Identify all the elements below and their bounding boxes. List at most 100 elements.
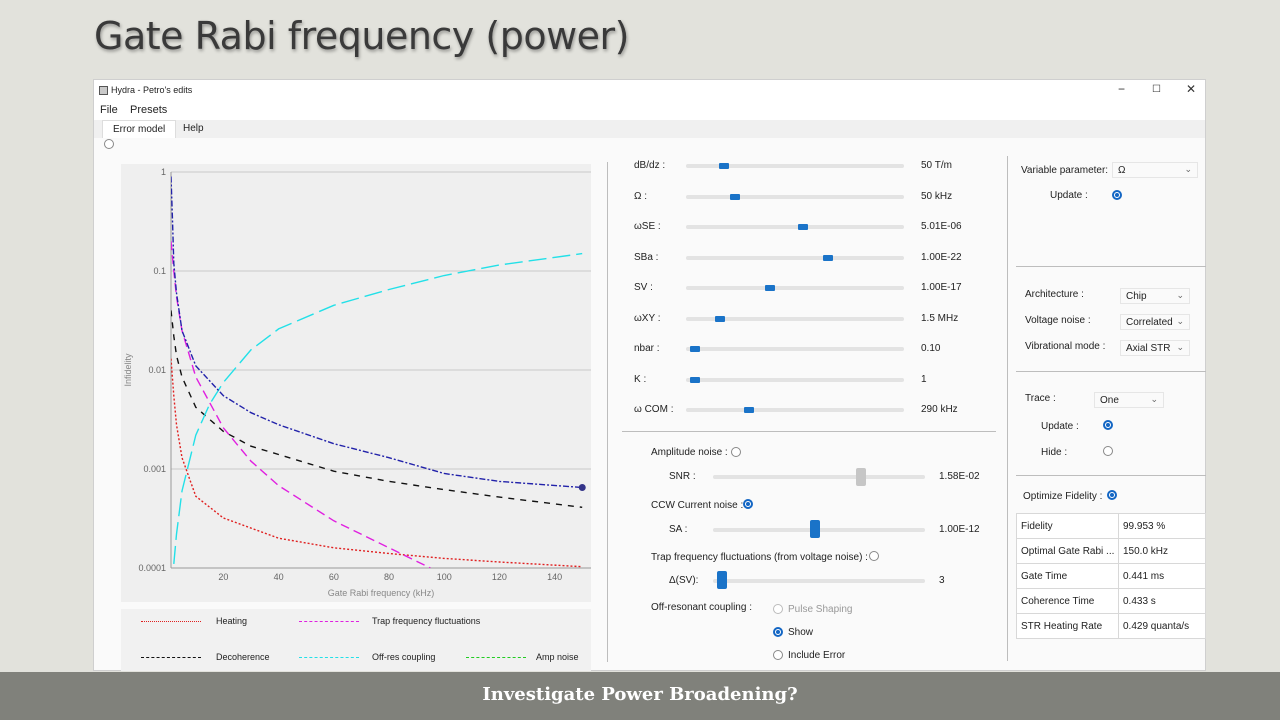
slider-track[interactable] <box>686 408 904 412</box>
legend-amp: Amp noise <box>536 652 579 662</box>
slider-label: dB/dz : <box>634 160 666 171</box>
slider-value: 5.01E-06 <box>921 221 962 232</box>
menu-presets[interactable]: Presets <box>130 104 168 116</box>
include-error-radio[interactable] <box>773 650 783 660</box>
slider-track[interactable] <box>686 316 904 321</box>
table-row: Fidelity 99.953 % <box>1016 513 1206 539</box>
sa-label: SA : <box>669 524 688 535</box>
x-axis-label: Gate Rabi frequency (kHz) <box>328 588 435 598</box>
right-separator-1 <box>1016 266 1206 267</box>
window-title: Hydra - Petro's edits <box>111 85 193 95</box>
x-tick-label: 140 <box>547 572 562 582</box>
chevron-down-icon: ⌄ <box>1176 290 1184 300</box>
dsv-slider-handle[interactable] <box>717 571 728 589</box>
voltage-noise-select[interactable]: Correlated ⌄ <box>1120 314 1190 330</box>
slider-label: SBa : <box>634 251 659 263</box>
slider-label: K : <box>634 373 647 385</box>
result-value: 0.441 ms <box>1118 563 1206 589</box>
snr-slider-track[interactable] <box>713 475 925 479</box>
slider-track[interactable] <box>686 164 904 168</box>
sa-slider-handle[interactable] <box>809 520 820 538</box>
snr-slider-handle[interactable] <box>856 468 867 486</box>
slider-track[interactable] <box>686 377 904 382</box>
slider-handle[interactable] <box>798 224 809 230</box>
slider-track[interactable] <box>686 347 904 351</box>
offres-label: Off-resonant coupling : <box>651 602 752 613</box>
minimize-icon[interactable]: − <box>1118 82 1126 96</box>
slider-handle[interactable] <box>690 346 701 352</box>
app-window: Hydra - Petro's edits − ☐ ✕ File Presets… <box>93 79 1206 671</box>
y-axis-label: Infidelity <box>123 353 133 387</box>
y-tick-label: 1 <box>161 167 166 177</box>
y-tick-label: 0.01 <box>148 365 166 375</box>
trace-label: Trace : <box>1025 393 1056 404</box>
ccw-noise-label: CCW Current noise : <box>651 500 744 511</box>
dsv-slider-track[interactable] <box>713 579 925 583</box>
close-icon[interactable]: ✕ <box>1186 82 1197 96</box>
legend-amp-line <box>466 657 526 658</box>
sa-value: 1.00E-12 <box>939 524 980 535</box>
table-row: Gate Time 0.441 ms <box>1016 563 1206 589</box>
tab-error-model[interactable]: Error model <box>102 120 177 138</box>
trap-noise-radio[interactable] <box>869 551 879 561</box>
slider-handle[interactable] <box>765 285 776 291</box>
trace-update-radio[interactable] <box>1103 420 1113 430</box>
voltage-noise-label: Voltage noise : <box>1025 315 1091 326</box>
series-line-3 <box>173 252 583 564</box>
slider-handle[interactable] <box>715 315 726 322</box>
slider-track[interactable] <box>686 194 904 199</box>
table-row: STR Heating Rate 0.429 quanta/s <box>1016 613 1206 639</box>
optimize-fidelity-label: Optimize Fidelity : <box>1023 491 1103 502</box>
optimize-fidelity-radio[interactable] <box>1107 490 1117 500</box>
table-row: Coherence Time 0.433 s <box>1016 588 1206 614</box>
slider-handle[interactable] <box>690 376 701 383</box>
table-row: Optimal Gate Rabi ... 150.0 kHz <box>1016 538 1206 564</box>
ccw-noise-radio[interactable] <box>743 499 753 509</box>
slider-track[interactable] <box>686 255 904 260</box>
vibrational-mode-select[interactable]: Axial STR ⌄ <box>1120 340 1190 356</box>
result-key: Fidelity <box>1016 513 1119 539</box>
result-key: Coherence Time <box>1016 588 1119 614</box>
slider-track[interactable] <box>686 225 904 229</box>
maximize-icon[interactable]: ☐ <box>1152 84 1161 95</box>
slider-label: ω COM : <box>634 404 674 415</box>
update-radio[interactable] <box>1112 190 1122 200</box>
series-line-0 <box>171 358 583 568</box>
dsv-label: Δ(SV): <box>669 575 699 586</box>
y-tick-label: 0.1 <box>153 266 166 276</box>
hide-radio[interactable] <box>1103 446 1113 456</box>
x-tick-label: 20 <box>218 572 228 582</box>
slider-handle[interactable] <box>823 254 834 261</box>
slider-value: 1.00E-17 <box>921 282 962 293</box>
slide-footer <box>0 672 1280 720</box>
pulse-shaping-radio[interactable] <box>773 604 783 614</box>
amplitude-noise-label: Amplitude noise : <box>651 447 728 458</box>
amplitude-noise-radio[interactable] <box>731 447 741 457</box>
menu-file[interactable]: File <box>100 104 118 116</box>
slider-handle[interactable] <box>719 163 730 169</box>
architecture-select[interactable]: Chip ⌄ <box>1120 288 1190 304</box>
trace-select[interactable]: One ⌄ <box>1094 392 1164 408</box>
slider-track[interactable] <box>686 286 904 290</box>
legend-offres: Off-res coupling <box>372 652 436 662</box>
slider-handle[interactable] <box>744 407 755 413</box>
x-tick-label: 120 <box>492 572 507 582</box>
pulse-shaping-label: Pulse Shaping <box>788 604 853 615</box>
legend-trap: Trap frequency fluctuations <box>372 616 481 626</box>
slider-handle[interactable] <box>729 193 740 200</box>
app-icon <box>99 86 108 95</box>
right-separator-2 <box>1016 371 1206 372</box>
slide-title: Gate Rabi frequency (power) <box>94 14 629 58</box>
show-radio[interactable] <box>773 627 783 637</box>
chevron-down-icon: ⌄ <box>1184 164 1192 174</box>
slider-label: ωSE : <box>634 221 661 232</box>
right-separator <box>1007 156 1008 661</box>
dsv-value: 3 <box>939 575 945 586</box>
slider-value: 290 kHz <box>921 404 958 415</box>
slider-value: 1.5 MHz <box>921 312 959 324</box>
variable-parameter-select[interactable]: Ω ⌄ <box>1112 162 1198 178</box>
slider-value: 1 <box>921 373 927 385</box>
legend-decoherence-line <box>141 657 201 658</box>
tab-help[interactable]: Help <box>183 123 204 134</box>
mode-radio[interactable] <box>104 139 114 149</box>
